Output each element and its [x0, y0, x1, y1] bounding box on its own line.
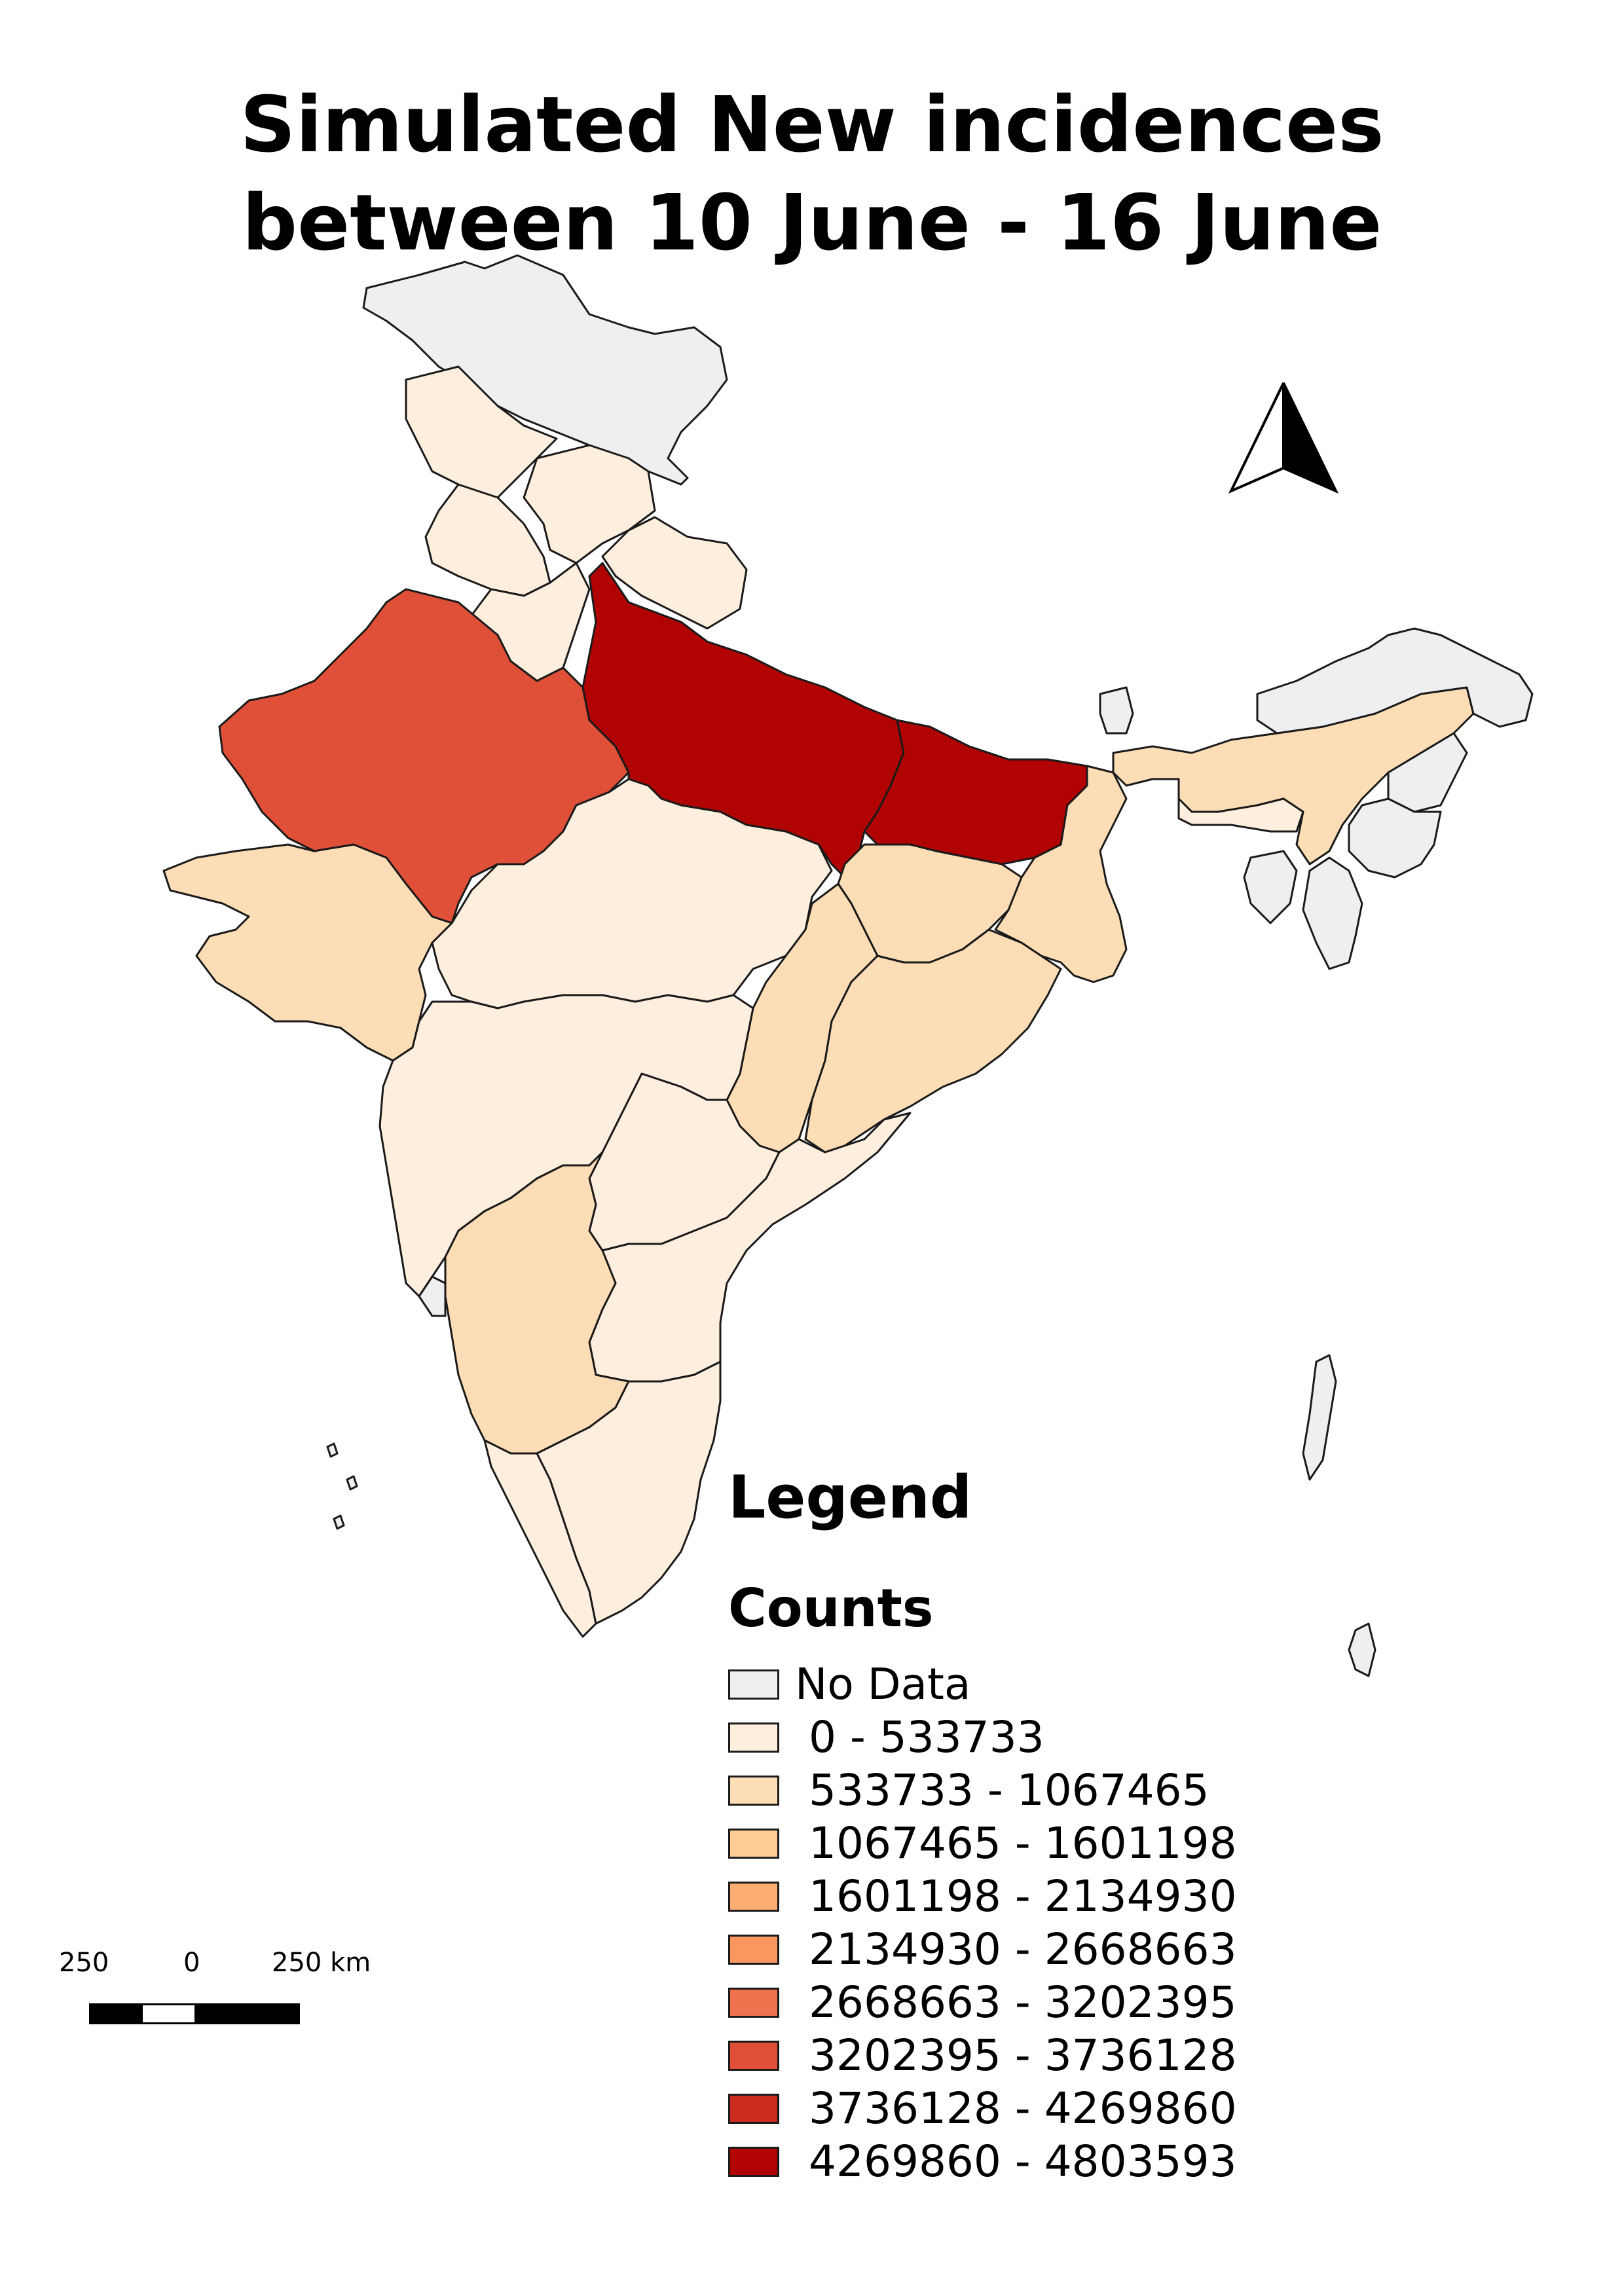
- region-karnataka[interactable]: [444, 1151, 630, 1455]
- legend-label: 4269860 - 4803593: [795, 2136, 1237, 2187]
- region-meghalaya[interactable]: [1177, 778, 1304, 833]
- region-nagaland[interactable]: [1387, 732, 1468, 813]
- legend-item: 4269860 - 4803593: [728, 2135, 1237, 2188]
- region-manipur[interactable]: [1348, 797, 1442, 879]
- legend-label: 2134930 - 2668663: [795, 1924, 1237, 1975]
- scale-bar-segment-3: [194, 2005, 298, 2022]
- legend-item: 1067465 - 1601198: [728, 1817, 1237, 1870]
- region-bihar[interactable]: [863, 719, 1088, 866]
- legend-item: No Data: [728, 1658, 1237, 1711]
- legend-item: 2668663 - 3202395: [728, 1976, 1237, 2029]
- legend-list: No Data 0 - 533733 533733 - 1067465 1067…: [728, 1658, 1237, 2188]
- north-arrow-icon: [1228, 382, 1339, 494]
- legend-swatch: [728, 1987, 779, 2018]
- legend-item: 3736128 - 4269860: [728, 2082, 1237, 2135]
- scale-label-right: 250 km: [272, 1948, 371, 1978]
- map-title: Simulated New incidences between 10 June…: [0, 75, 1624, 272]
- region-west-bengal[interactable]: [994, 765, 1128, 983]
- scale-bar-segment-2: [143, 2005, 194, 2022]
- region-sikkim[interactable]: [1099, 686, 1134, 735]
- map-title-line-2: between 10 June - 16 June: [242, 177, 1382, 268]
- legend-label: 1601198 - 2134930: [795, 1871, 1237, 1922]
- legend-item: 3202395 - 3736128: [728, 2029, 1237, 2082]
- legend-label: No Data: [795, 1659, 971, 1709]
- legend-subheading: Counts: [728, 1578, 934, 1639]
- region-rajasthan[interactable]: [218, 588, 630, 924]
- region-tamil-nadu[interactable]: [536, 1360, 722, 1625]
- legend-item: 533733 - 1067465: [728, 1764, 1237, 1817]
- region-uttarakhand-east[interactable]: [601, 516, 748, 630]
- region-uttarakhand[interactable]: [523, 444, 656, 564]
- legend-heading: Legend: [728, 1463, 972, 1532]
- legend-swatch: [728, 1669, 779, 1700]
- legend-item: 2134930 - 2668663: [728, 1923, 1237, 1976]
- legend-swatch: [728, 1828, 779, 1859]
- region-mizoram[interactable]: [1302, 856, 1363, 970]
- scale-bar-segment-1: [91, 2005, 143, 2022]
- legend-swatch: [728, 2093, 779, 2124]
- legend-swatch: [728, 1775, 779, 1806]
- region-arunachal-pradesh[interactable]: [1256, 627, 1534, 735]
- region-himachal-pradesh[interactable]: [405, 365, 558, 499]
- legend-swatch: [728, 1934, 779, 1965]
- scale-bar-labels: 250 0 250 km: [59, 1948, 399, 1987]
- legend-swatch: [728, 2040, 779, 2071]
- legend-label: 0 - 533733: [795, 1712, 1044, 1762]
- legend-label: 3202395 - 3736128: [795, 2030, 1237, 2081]
- legend-label: 533733 - 1067465: [795, 1765, 1209, 1815]
- region-tripura[interactable]: [1243, 850, 1298, 924]
- legend-swatch: [728, 1722, 779, 1753]
- legend-item: 0 - 533733: [728, 1711, 1237, 1764]
- legend-label: 2668663 - 3202395: [795, 1977, 1237, 2028]
- region-lakshadweep[interactable]: [326, 1442, 358, 1530]
- legend-swatch: [728, 1881, 779, 1912]
- legend-label: 3736128 - 4269860: [795, 2083, 1237, 2134]
- scale-label-zero: 0: [183, 1948, 200, 1978]
- scale-label-left: 250: [59, 1948, 109, 1978]
- legend-label: 1067465 - 1601198: [795, 1818, 1237, 1868]
- legend-swatch: [728, 2146, 779, 2177]
- region-andaman-nicobar[interactable]: [1302, 1354, 1337, 1481]
- scale-bar: [89, 2003, 300, 2024]
- region-goa[interactable]: [418, 1275, 447, 1317]
- region-andaman-nicobar-south[interactable]: [1348, 1622, 1376, 1677]
- map-title-line-1: Simulated New incidences: [240, 79, 1384, 170]
- legend-item: 1601198 - 2134930: [728, 1870, 1237, 1923]
- region-odisha[interactable]: [804, 928, 1062, 1154]
